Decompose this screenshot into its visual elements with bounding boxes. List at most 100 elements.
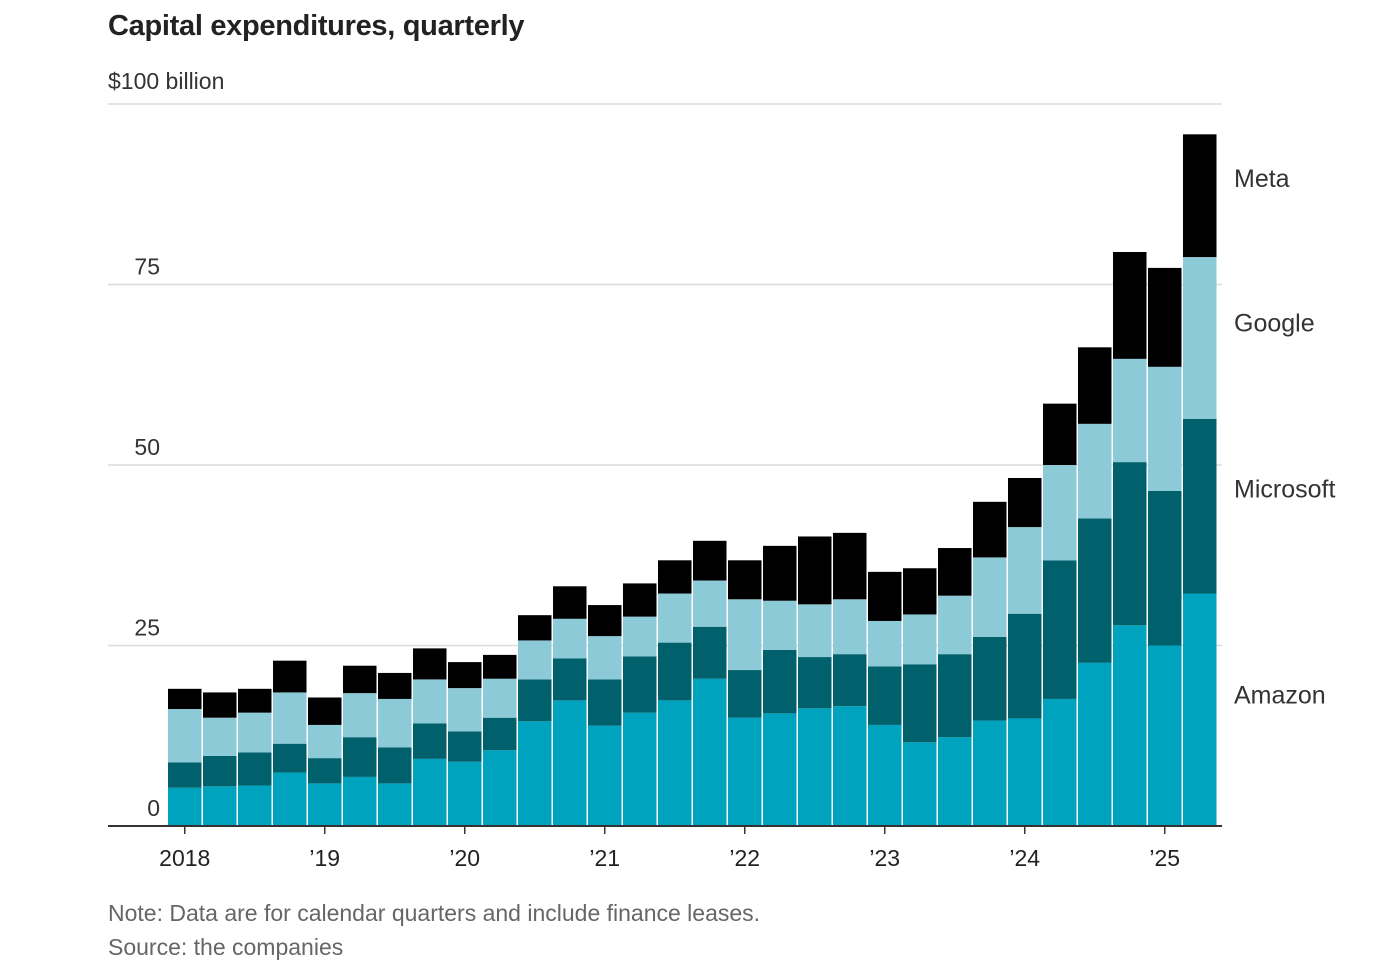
bar-segment-meta [308, 697, 342, 725]
bar-segment-meta [728, 560, 762, 600]
bar-segment-google [483, 678, 517, 718]
bar-segment-amazon [413, 758, 447, 826]
y-tick-label: 50 [134, 434, 160, 460]
bar-segment-microsoft [518, 679, 552, 722]
bar-segment-google [1113, 358, 1147, 463]
bar-segment-microsoft [1043, 560, 1077, 699]
bar-segment-meta [833, 532, 867, 600]
bar-segment-meta [203, 692, 237, 718]
bar-segment-microsoft [903, 664, 937, 743]
bar-segment-google [378, 698, 412, 748]
series-label-google: Google [1234, 309, 1315, 337]
bar-segment-amazon [308, 783, 342, 826]
bar-segment-google [1078, 423, 1112, 519]
x-tick-label: ’21 [589, 845, 620, 871]
bar-segment-amazon [483, 750, 517, 826]
bar-segment-meta [343, 665, 377, 694]
bar-segment-google [203, 717, 237, 756]
bar-segment-microsoft [413, 723, 447, 759]
bar-segment-microsoft [728, 670, 762, 718]
bar-segment-microsoft [693, 626, 727, 679]
bar-segment-google [658, 593, 692, 643]
x-tick-label: 2018 [159, 845, 210, 871]
bar-segment-microsoft [623, 656, 657, 713]
bar-segment-google [343, 693, 377, 738]
bar-segment-microsoft [238, 752, 272, 786]
bar-segment-microsoft [833, 654, 867, 707]
bar-segment-meta [868, 571, 902, 621]
bar-segment-microsoft [1113, 462, 1147, 626]
bar-segment-amazon [1148, 645, 1182, 826]
bar-segment-meta [378, 672, 412, 699]
bar-segment-microsoft [343, 737, 377, 777]
bar-segment-meta [1183, 134, 1217, 258]
bar-segment-amazon [1043, 698, 1077, 826]
bar-segment-meta [623, 583, 657, 617]
bar-segment-amazon [1008, 718, 1042, 826]
bar-segment-amazon [1113, 625, 1147, 826]
bar-segment-microsoft [1008, 613, 1042, 719]
bar-segment-meta [238, 688, 272, 713]
bar-segment-meta [658, 560, 692, 594]
x-tick-label: ’22 [729, 845, 760, 871]
bar-segment-google [518, 640, 552, 680]
bar-segment-google [903, 614, 937, 665]
bar-segment-amazon [203, 786, 237, 826]
bar-segment-amazon [658, 700, 692, 826]
bar-segment-amazon [693, 678, 727, 826]
bar-segment-microsoft [1078, 518, 1112, 663]
bar-segment-meta [1008, 477, 1042, 528]
y-unit-label: $100 billion [108, 68, 225, 94]
bar-segment-google [168, 709, 202, 763]
bar-segment-amazon [763, 713, 797, 826]
bar-segment-amazon [623, 712, 657, 826]
bar-segment-amazon [168, 787, 202, 826]
bar-segment-meta [1043, 403, 1077, 465]
bar-segment-google [1008, 527, 1042, 614]
chart-source: Source: the companies [108, 934, 344, 960]
x-tick-label: ’19 [309, 845, 340, 871]
bar-segment-microsoft [1148, 490, 1182, 646]
bar-segment-meta [518, 615, 552, 641]
series-label-microsoft: Microsoft [1234, 475, 1335, 503]
bar-segment-google [798, 604, 832, 658]
bar-segment-google [868, 620, 902, 667]
y-tick-label: 25 [134, 615, 160, 641]
bar-segment-google [588, 636, 622, 680]
bar-segment-google [623, 616, 657, 657]
bar-segment-meta [693, 540, 727, 581]
bar-segment-amazon [343, 776, 377, 826]
bar-segment-microsoft [273, 743, 307, 773]
bar-segment-meta [483, 654, 517, 679]
bar-segment-meta [413, 648, 447, 680]
bar-segment-google [553, 618, 587, 659]
y-tick-label: 75 [134, 254, 160, 280]
bar-segment-microsoft [168, 762, 202, 788]
bar-segment-microsoft [553, 658, 587, 701]
bar-segment-meta [588, 605, 622, 637]
bar-segment-amazon [273, 772, 307, 826]
x-tick-label: ’24 [1009, 845, 1040, 871]
bar-segment-google [938, 595, 972, 655]
bar-segment-microsoft [973, 636, 1007, 721]
bar-segment-amazon [868, 724, 902, 826]
bar-segment-meta [938, 548, 972, 596]
bar-segment-google [1183, 257, 1217, 419]
bar-segment-amazon [378, 783, 412, 826]
bar-segment-meta [973, 501, 1007, 558]
bar-segment-amazon [973, 720, 1007, 826]
bar-segment-microsoft [763, 649, 797, 714]
bar-segment-microsoft [588, 679, 622, 726]
bar-segment-google [413, 679, 447, 724]
y-tick-label: 0 [147, 795, 160, 821]
bar-segment-meta [168, 688, 202, 710]
bar-segment-meta [1078, 347, 1112, 424]
bar-segment-microsoft [483, 717, 517, 751]
x-tick-label: ’25 [1149, 845, 1180, 871]
bar-segment-microsoft [1183, 418, 1217, 594]
bar-segment-google [308, 724, 342, 759]
bar-segment-amazon [938, 737, 972, 826]
bar-segment-google [693, 580, 727, 627]
bar-segment-amazon [448, 761, 482, 826]
